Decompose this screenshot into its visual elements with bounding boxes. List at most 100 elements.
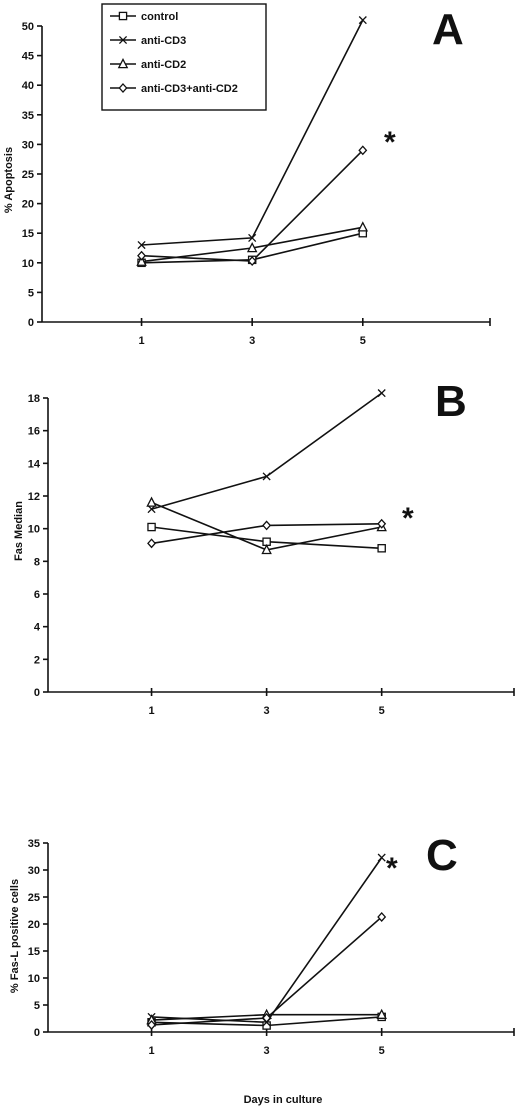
- legend-label-anti-cd2: anti-CD2: [141, 59, 186, 71]
- legend-label-anti-cd3: anti-CD3: [141, 35, 186, 47]
- panel-a-y-axis-label: % Apoptosis: [3, 147, 15, 213]
- panel-a-y-tick-label: 30: [22, 139, 34, 151]
- panel-b-y-tick-label: 14: [28, 458, 41, 470]
- legend-item-anti-cd3-anti-cd2: anti-CD3+anti-CD2: [110, 83, 238, 95]
- panel-c-x-tick-label: 5: [379, 1045, 385, 1057]
- panel-b-line-anti-cd3: [151, 392, 383, 510]
- panel-a-y-tick-label: 20: [22, 199, 34, 211]
- legend-marker-anti-cd2: [117, 57, 129, 69]
- panel-a-point-anti-cd3-anti-cd2: [358, 145, 368, 156]
- panel-c-line-anti-cd3: [151, 857, 383, 1024]
- panel-a-letter: A: [432, 5, 464, 54]
- panel-b-point-anti-cd2: [146, 496, 157, 507]
- panel-b-x-tick-label: 3: [264, 705, 270, 717]
- legend-item-anti-cd3: anti-CD3: [110, 35, 186, 47]
- panel-b-y-tick-label: 6: [34, 589, 40, 601]
- panel-a-point-anti-cd2: [246, 241, 258, 253]
- panel-b-axes: [47, 398, 514, 693]
- panel-a-y-tick-label: 45: [22, 51, 34, 63]
- panel-c-point-anti-cd3-anti-cd2: [262, 1012, 272, 1023]
- panel-a-y-tick-label: 50: [22, 21, 34, 33]
- panel-b-y-axis-label: Fas Median: [13, 501, 25, 561]
- panel-b-y-tick-label: 8: [34, 556, 40, 568]
- panel-a-markers: [136, 16, 369, 268]
- panel-b-x-ticks: 1 3 5: [148, 688, 515, 717]
- legend-item-anti-cd2: anti-CD2: [110, 57, 186, 71]
- panel-a-y-tick-label: 40: [22, 80, 34, 92]
- panel-b-point-anti-cd3-anti-cd2: [377, 518, 387, 529]
- panel-b-y-tick-label: 2: [34, 654, 40, 666]
- panel-b-point-anti-cd3-anti-cd2: [262, 520, 272, 531]
- panel-a-y-tick-label: 25: [22, 169, 34, 181]
- panel-b-significance-marker: *: [402, 502, 414, 535]
- panel-c-y-tick-label: 5: [34, 1000, 40, 1012]
- panel-a-point-anti-cd2: [357, 221, 369, 232]
- panel-b-y-tick-label: 16: [28, 426, 40, 438]
- panel-c-point-anti-cd2: [376, 1008, 387, 1019]
- panel-c-y-tick-label: 0: [34, 1027, 40, 1039]
- panel-b-y-tick-label: 12: [28, 491, 40, 503]
- panel-c-x-tick-label: 1: [148, 1045, 154, 1057]
- panel-c-axes: [47, 843, 514, 1033]
- panel-b-point-anti-cd3: [377, 389, 386, 398]
- legend-marker-anti-cd3-anti-cd2: [118, 83, 128, 93]
- panel-c-y-axis-label: % Fas-L positive cells: [9, 879, 21, 993]
- panel-a-x-tick-label: 1: [138, 335, 144, 347]
- panel-c-series-lines: [151, 857, 383, 1027]
- panel-a-x-tick-label: 5: [360, 335, 366, 347]
- panel-b-y-ticks: 0 2 4 6 8 10 12 14 16 18: [28, 393, 48, 699]
- panel-c-y-tick-label: 15: [28, 946, 40, 958]
- legend: control anti-CD3 anti-CD2 anti-CD3+anti-CD2: [101, 3, 267, 111]
- panel-b-y-tick-label: 0: [34, 687, 40, 699]
- panel-a-point-anti-cd3-anti-cd2: [137, 250, 147, 261]
- panel-b-y-tick-label: 18: [28, 393, 40, 405]
- panel-b-point-control: [377, 544, 386, 553]
- panel-a-x-ticks: 1 3 5: [138, 318, 491, 347]
- panel-b-point-control: [147, 522, 156, 532]
- panel-a-y-tick-label: 35: [22, 110, 34, 122]
- panel-b-x-tick-label: 5: [379, 705, 385, 717]
- panel-a-significance-marker: *: [384, 126, 396, 159]
- panel-b-y-tick-label: 4: [34, 622, 41, 634]
- panel-c-letter: C: [426, 831, 458, 880]
- panel-b-x-tick-label: 1: [148, 705, 154, 717]
- panel-a-y-tick-label: 0: [28, 317, 34, 329]
- panel-b-point-anti-cd3: [262, 472, 271, 481]
- panel-c-x-tick-label: 3: [264, 1045, 270, 1057]
- panel-a-point-anti-cd3-anti-cd2: [247, 256, 257, 266]
- panel-c-significance-marker: *: [386, 852, 398, 885]
- legend-marker-anti-cd3: [118, 35, 128, 45]
- panel-a-point-anti-cd3: [248, 233, 257, 242]
- panel-c-point-anti-cd3-anti-cd2: [377, 912, 387, 922]
- legend-label-control: control: [141, 11, 178, 23]
- panel-a-y-tick-label: 5: [28, 287, 34, 299]
- panel-c-markers: [146, 853, 387, 1030]
- panel-b-markers: [146, 389, 387, 555]
- panel-b-point-anti-cd3-anti-cd2: [147, 538, 157, 549]
- panel-c-point-anti-cd3: [377, 853, 386, 862]
- legend-item-control: control: [110, 11, 178, 23]
- panel-c-y-tick-label: 35: [28, 838, 40, 850]
- panel-c-y-tick-label: 10: [28, 973, 40, 985]
- panel-c-x-axis-label: Days in culture: [244, 1094, 323, 1106]
- panel-a-point-anti-cd3: [137, 240, 146, 250]
- panel-c-y-ticks: 0 5 10 15 20 25 30 35: [28, 838, 48, 1039]
- panel-b: 0 2 4 6 8 10 12 14 16 18 1 3 5 Fas Median B *: [13, 377, 515, 717]
- panel-a-y-tick-label: 10: [22, 258, 34, 270]
- panel-b-y-tick-label: 10: [28, 524, 40, 536]
- panel-a-point-anti-cd3: [358, 16, 367, 25]
- panel-b-letter: B: [435, 377, 467, 426]
- panel-a-x-tick-label: 3: [249, 335, 255, 347]
- panel-a-y-tick-label: 15: [22, 228, 34, 240]
- legend-label-anti-cd3-anti-cd2: anti-CD3+anti-CD2: [141, 83, 238, 95]
- panel-b-point-anti-cd2: [261, 543, 272, 555]
- panel-c-y-tick-label: 30: [28, 865, 40, 877]
- panel-c-point-anti-cd3-anti-cd2: [147, 1020, 157, 1030]
- legend-box: [101, 3, 267, 111]
- legend-marker-control: [118, 11, 128, 21]
- panel-a-y-ticks: 0 5 10 15 20 25 30 35 40 45 50: [22, 21, 42, 329]
- panel-c-y-tick-label: 20: [28, 919, 40, 931]
